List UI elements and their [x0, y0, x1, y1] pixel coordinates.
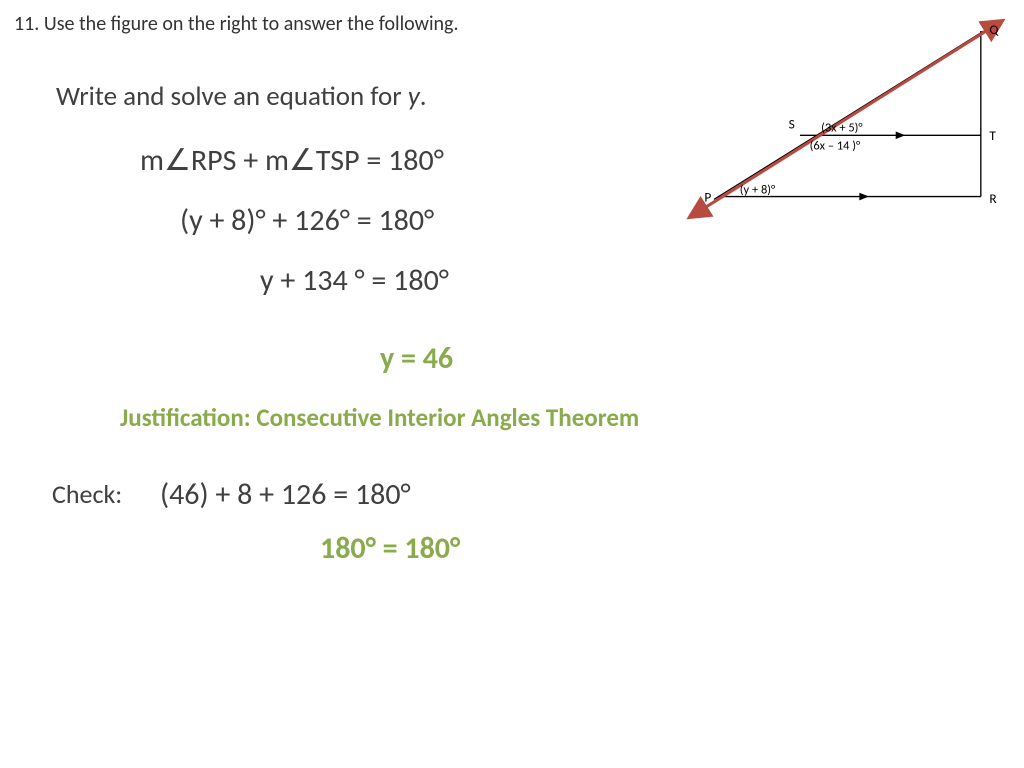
geometry-diagram: Q T R S P (3x + 5)° (6x – 14 )° (y + 8)° [680, 10, 1010, 230]
arrow-pr [859, 193, 869, 201]
eq1-post: TSP = 180° [316, 142, 444, 179]
angle-symbol-1: ∠ [164, 142, 191, 179]
angle-mid: (6x – 14 )° [810, 139, 861, 154]
prompt-pre: Write and solve an equation for [56, 80, 408, 113]
label-p: P [704, 188, 711, 205]
prompt-post: . [420, 80, 427, 113]
answer: y = 46 [380, 340, 453, 377]
label-s: S [789, 116, 795, 133]
question-text: Use the figure on the right to answer th… [44, 12, 459, 36]
eq1-mid: RPS + m [191, 142, 289, 179]
equation-1: m∠RPS + m∠TSP = 180° [140, 142, 444, 179]
check-line-2: 180° = 180° [320, 530, 460, 567]
prompt-var: y [408, 80, 420, 113]
equation-2: (y + 8)° + 126° = 180° [180, 202, 434, 239]
check-label: Check: [52, 478, 122, 510]
prompt: Write and solve an equation for y. [56, 80, 427, 113]
eq1-pre: m [140, 142, 164, 179]
angle-top: (3x + 5)° [821, 120, 863, 135]
check-line-1: (46) + 8 + 126 = 180° [160, 476, 411, 513]
arrow-st [896, 131, 906, 139]
label-q: Q [989, 21, 999, 38]
question-header: 11. Use the figure on the right to answe… [14, 12, 459, 36]
equation-3: y + 134 ° = 180° [260, 262, 449, 299]
angle-bot: (y + 8)° [740, 183, 776, 198]
label-t: T [989, 127, 996, 144]
justification: Justification: Consecutive Interior Angl… [120, 402, 639, 433]
label-r: R [989, 190, 997, 207]
angle-symbol-2: ∠ [289, 142, 316, 179]
question-number: 11. [14, 12, 39, 36]
